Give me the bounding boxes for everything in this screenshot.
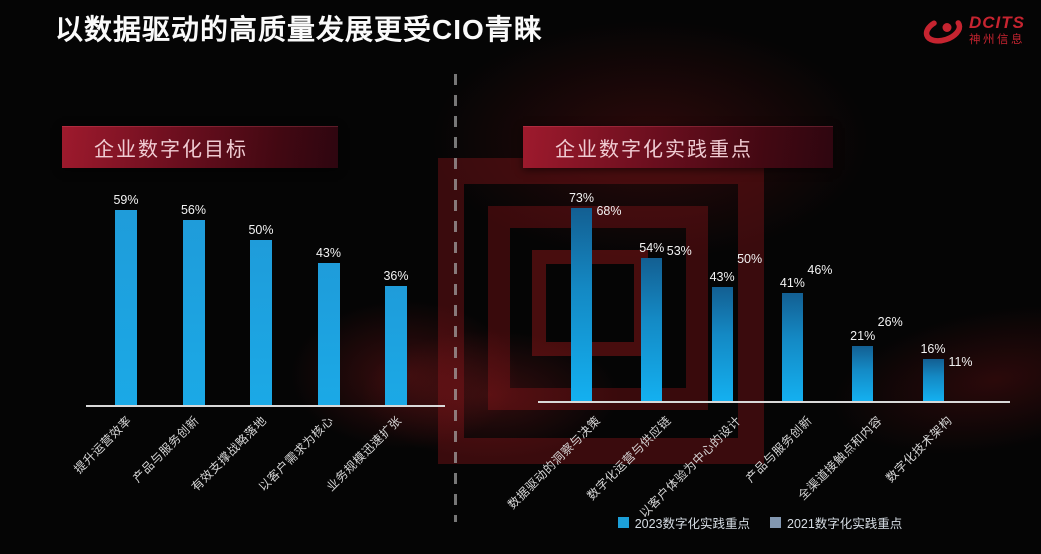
- legend-label-2023: 2023数字化实践重点: [634, 517, 750, 531]
- bar-value-label: 50%: [248, 223, 274, 237]
- bar-value-label: 54%: [639, 241, 665, 256]
- bar-value-label: 11%: [948, 354, 973, 369]
- left-chart-title-banner: 企业数字化目标: [62, 126, 338, 168]
- right-bar-chart: 73% 68% 54% 53% 43% 50% 41% 46% 21% 26% 16% 11%: [538, 190, 1010, 403]
- bar: [852, 345, 874, 401]
- left-bar-chart: 59% 56% 50% 43% 36%: [86, 190, 445, 407]
- bar-value-label: 50%: [737, 252, 763, 266]
- bar-value-label: 68%: [596, 204, 622, 219]
- bar-value-label: 43%: [315, 246, 342, 261]
- bar: [182, 220, 205, 405]
- bar-value-label: 41%: [779, 275, 805, 290]
- bar: [641, 258, 663, 401]
- bar: [317, 263, 340, 405]
- right-chart-title-banner: 企业数字化实践重点: [523, 126, 833, 168]
- bar: [571, 208, 592, 401]
- bar: [880, 332, 901, 401]
- bar: [781, 292, 803, 401]
- bar-value-label: 56%: [180, 203, 207, 218]
- bar: [809, 280, 830, 401]
- bar-value-label: 16%: [920, 341, 946, 356]
- bar: [385, 286, 407, 405]
- bar-value-label: 73%: [568, 191, 595, 206]
- logo-swirl-icon: [923, 16, 963, 44]
- bar: [115, 210, 137, 405]
- chart-legend: 2023数字化实践重点 2021数字化实践重点: [525, 513, 995, 532]
- logo-company-text: 神州信息: [969, 33, 1025, 46]
- logo-brand-text: DCITS: [969, 13, 1025, 33]
- bar: [711, 287, 733, 401]
- bar-value-label: 21%: [850, 328, 876, 343]
- legend-swatch-2023: [617, 517, 629, 528]
- bar: [669, 261, 690, 401]
- right-chart-title: 企业数字化实践重点: [555, 138, 753, 161]
- bar-value-label: 46%: [807, 262, 833, 277]
- bg-swirl-ring-middle: [488, 206, 708, 410]
- bar-value-label: 36%: [383, 269, 409, 284]
- legend-swatch-2021: [770, 517, 781, 528]
- bar-value-label: 59%: [113, 193, 139, 208]
- bar: [922, 358, 944, 401]
- bar-value-label: 53%: [666, 244, 692, 259]
- page-title: 以数据驱动的高质量发展更受CIO青睐: [55, 14, 543, 45]
- bar: [950, 372, 971, 401]
- section-divider-dashed-line: [454, 74, 457, 522]
- legend-label-2021: 2021数字化实践重点: [787, 517, 903, 531]
- bar: [250, 240, 272, 405]
- bar: [599, 221, 620, 401]
- brand-logo: DCITS 神州信息: [922, 12, 1025, 48]
- bar-value-label: 26%: [877, 315, 903, 330]
- left-chart-title: 企业数字化目标: [94, 138, 248, 161]
- bar-value-label: 43%: [709, 270, 735, 285]
- bar: [739, 269, 760, 401]
